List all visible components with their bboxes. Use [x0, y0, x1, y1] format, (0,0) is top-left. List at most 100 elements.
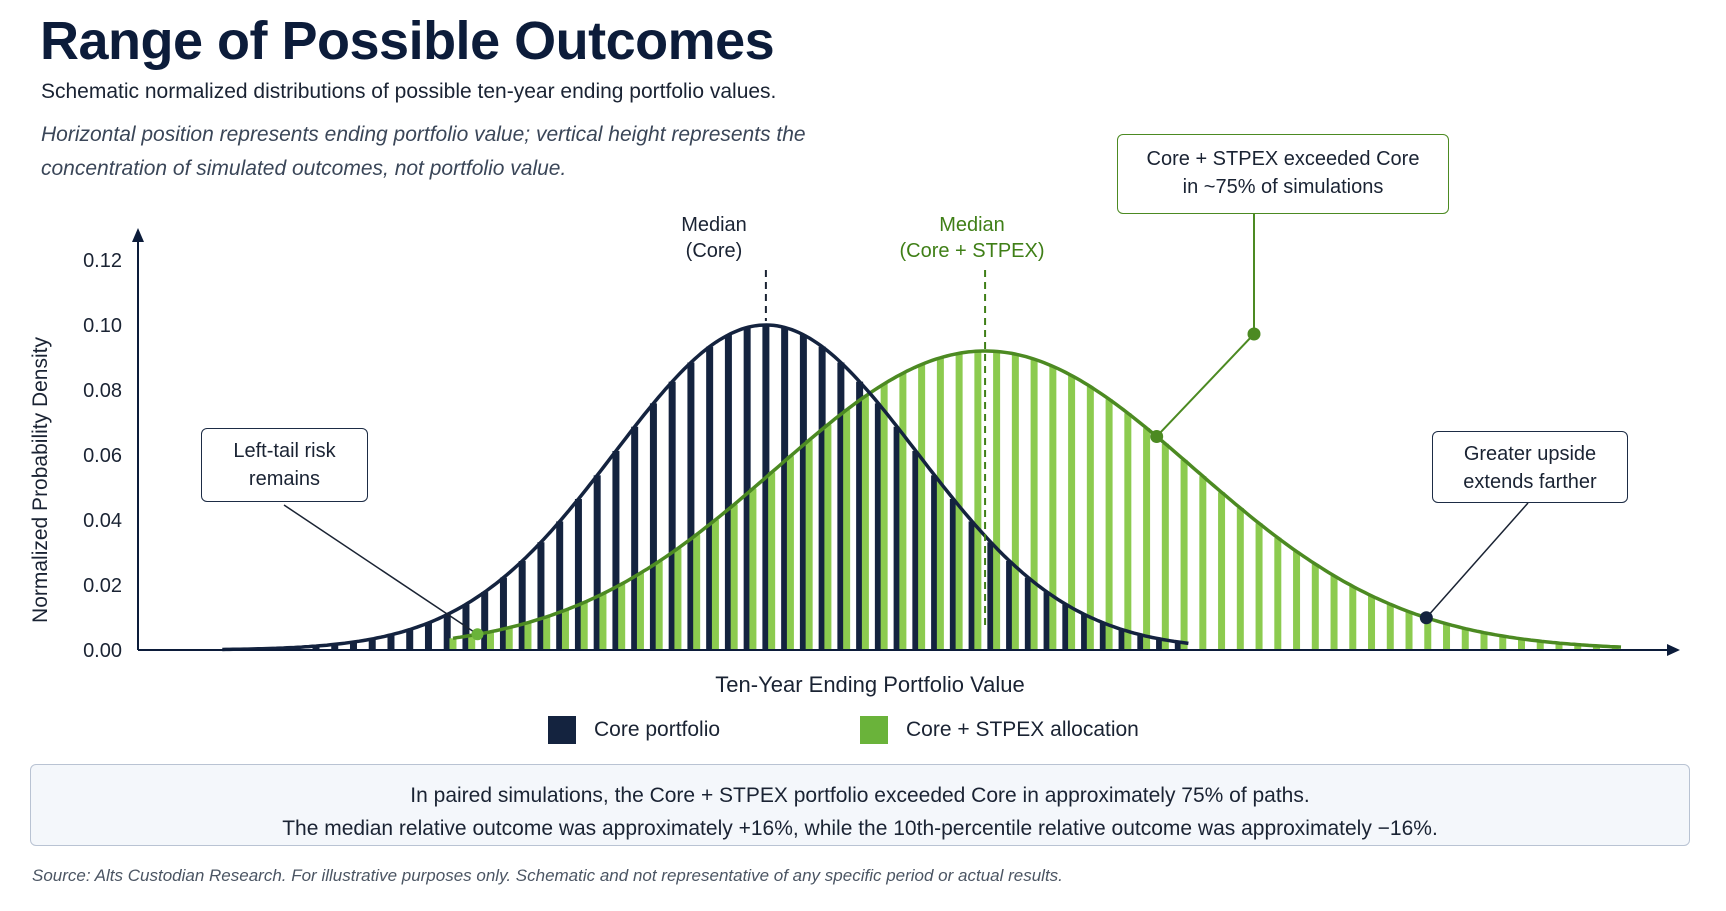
- core-bar: [368, 638, 376, 650]
- stpex-bar: [636, 573, 644, 650]
- stpex-bar: [1143, 428, 1151, 650]
- core-curve: [222, 323, 1189, 652]
- chart-note: Horizontal position represents ending po…: [41, 123, 806, 180]
- stpex-bar: [974, 351, 982, 650]
- core-bar: [593, 475, 601, 650]
- stpex-bar: [918, 364, 926, 650]
- core-bar: [931, 475, 939, 650]
- legend-stpex-label: Core + STPEX allocation: [906, 718, 1139, 741]
- stpex-bar: [1105, 399, 1113, 650]
- x-axis-arrow: [1667, 644, 1680, 656]
- stpex-bar: [599, 593, 607, 650]
- stpex-bar: [1424, 618, 1432, 650]
- core-bar: [631, 426, 639, 650]
- page-title: Range of Possible Outcomes: [40, 11, 775, 71]
- stpex-bar: [505, 627, 513, 650]
- core-bar: [968, 521, 976, 650]
- y-tick-label: 0.02: [83, 575, 122, 597]
- y-tick-label: 0.04: [83, 510, 122, 532]
- stpex-bar: [749, 488, 757, 650]
- stpex-bar: [1124, 413, 1132, 650]
- core-bar: [424, 622, 432, 650]
- stpex-bar: [543, 616, 551, 650]
- y-tick-label: 0.00: [83, 640, 122, 662]
- exceeded-marker-curve: [1150, 429, 1164, 443]
- core-bar: [893, 426, 901, 650]
- core-bar: [1043, 592, 1051, 650]
- stpex-bar: [1049, 366, 1057, 650]
- left-tail-leader: [283, 504, 478, 635]
- left-tail-line1: Left-tail risk: [233, 440, 336, 462]
- exceeded-line1: Core + STPEX exceeded Core: [1146, 148, 1420, 170]
- upside-line2: extends farther: [1463, 471, 1597, 493]
- stpex-bar: [1255, 523, 1263, 650]
- core-bar: [387, 634, 395, 650]
- stpex-bar: [449, 638, 457, 650]
- stpex-bars: [449, 351, 1619, 650]
- stpex-bar: [1199, 476, 1207, 650]
- left-tail-marker: [471, 628, 484, 641]
- summary-line2: The median relative outcome was approxim…: [282, 817, 1438, 840]
- legend-core-label: Core portfolio: [594, 718, 721, 741]
- y-tick-label: 0.10: [83, 315, 122, 337]
- y-axis-arrow: [132, 228, 144, 242]
- stpex-bar: [861, 396, 869, 650]
- stpex-bar: [1386, 604, 1394, 650]
- median-core-label: Median (Core): [614, 212, 814, 264]
- core-bar: [1174, 642, 1182, 650]
- core-bar: [837, 362, 845, 650]
- stpex-bar: [993, 351, 1001, 650]
- summary-line1: In paired simulations, the Core + STPEX …: [410, 784, 1310, 807]
- median-core-line2: (Core): [685, 240, 743, 262]
- stpex-bar: [1330, 575, 1338, 650]
- stpex-bar: [1011, 354, 1019, 650]
- core-bar: [1081, 614, 1089, 650]
- core-bar: [1118, 629, 1126, 650]
- core-bar: [668, 381, 676, 650]
- left-tail-callout: Left-tail risk remains: [201, 428, 368, 502]
- stpex-bar: [768, 472, 776, 650]
- core-bar: [518, 561, 526, 650]
- median-stpex-label: Median (Core + STPEX): [872, 212, 1072, 264]
- core-bar: [724, 334, 732, 650]
- stpex-bar: [1068, 375, 1076, 650]
- stpex-bar: [880, 383, 888, 650]
- page-subtitle: Schematic normalized distributions of po…: [41, 80, 777, 103]
- stpex-bar: [1274, 537, 1282, 650]
- core-bar: [687, 362, 695, 650]
- core-bar: [312, 646, 320, 650]
- core-bar: [912, 451, 920, 650]
- stpex-bar: [1518, 638, 1526, 650]
- stpex-bar: [955, 353, 963, 650]
- stpex-bar: [1555, 643, 1563, 650]
- stpex-bar: [655, 561, 663, 650]
- stpex-bar: [561, 610, 569, 650]
- stpex-bar: [1086, 386, 1094, 650]
- core-bar: [799, 334, 807, 650]
- core-bar: [443, 614, 451, 650]
- core-bar: [537, 542, 545, 650]
- core-bar: [781, 327, 789, 650]
- exceeded-line2: in ~75% of simulations: [1182, 176, 1384, 198]
- stpex-bar: [1236, 508, 1244, 650]
- source-note: Source: Alts Custodian Research. For ill…: [32, 866, 1063, 885]
- stpex-bar: [1030, 359, 1038, 650]
- core-bar: [818, 346, 826, 650]
- core-bar: [574, 498, 582, 650]
- stpex-bar: [1443, 623, 1451, 650]
- stpex-bar: [1499, 636, 1507, 650]
- core-bar: [743, 327, 751, 650]
- core-bar: [349, 642, 357, 650]
- stpex-bar: [1480, 632, 1488, 650]
- y-tick-label: 0.06: [83, 445, 122, 467]
- stpex-bar: [674, 548, 682, 650]
- chart-axes: [132, 228, 1680, 656]
- stpex-bar: [1311, 564, 1319, 650]
- core-bars: [256, 325, 1182, 650]
- stpex-bar: [524, 622, 532, 650]
- stpex-bar: [1293, 551, 1301, 650]
- core-bar: [1024, 577, 1032, 650]
- stpex-bar: [1218, 492, 1226, 650]
- median-stpex-line2: (Core + STPEX): [899, 240, 1045, 262]
- stpex-bar: [899, 373, 907, 650]
